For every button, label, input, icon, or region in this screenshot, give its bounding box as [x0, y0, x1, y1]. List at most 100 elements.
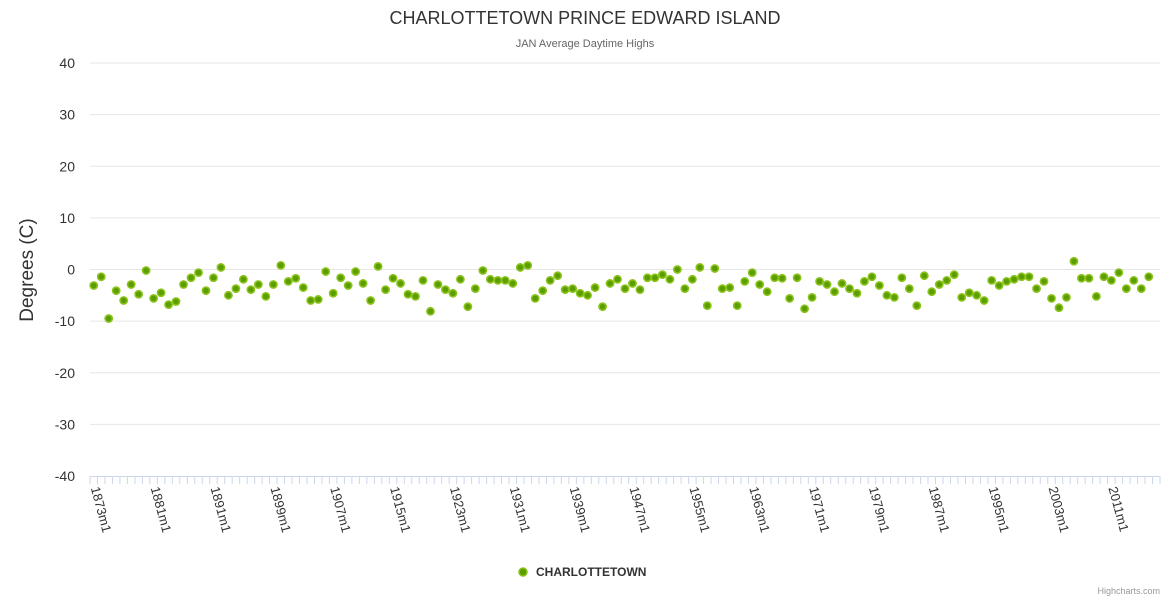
data-point[interactable] [957, 292, 967, 302]
data-point[interactable] [515, 263, 525, 272]
data-point[interactable] [934, 280, 944, 289]
data-point[interactable] [695, 263, 705, 272]
legend-item-charlottetown[interactable]: CHARLOTTETOWN [518, 565, 646, 579]
data-point[interactable] [777, 273, 787, 283]
data-point[interactable] [1136, 284, 1146, 294]
data-point[interactable] [575, 288, 585, 298]
data-point[interactable] [1032, 284, 1041, 294]
data-point[interactable] [1062, 292, 1071, 302]
data-point[interactable] [972, 290, 982, 300]
data-point[interactable] [426, 306, 435, 316]
data-point[interactable] [523, 260, 533, 270]
data-point[interactable] [231, 284, 241, 294]
data-point[interactable] [358, 279, 368, 288]
data-point[interactable] [979, 296, 989, 305]
data-point[interactable] [897, 273, 907, 283]
data-point[interactable] [201, 286, 211, 296]
data-point[interactable] [852, 288, 862, 298]
data-point[interactable] [560, 285, 570, 295]
data-point[interactable] [179, 280, 188, 289]
data-point[interactable] [134, 289, 144, 299]
data-point[interactable] [351, 267, 361, 276]
data-point[interactable] [216, 263, 226, 272]
data-point[interactable] [875, 281, 884, 290]
data-point[interactable] [949, 270, 959, 280]
data-point[interactable] [815, 276, 824, 286]
data-point[interactable] [1054, 303, 1064, 313]
data-point[interactable] [141, 266, 151, 275]
data-point[interactable] [373, 262, 383, 271]
data-point[interactable] [156, 288, 166, 298]
data-point[interactable] [433, 280, 443, 289]
data-point[interactable] [904, 284, 914, 294]
data-point[interactable] [381, 285, 390, 295]
data-point[interactable] [792, 273, 802, 283]
data-point[interactable] [583, 290, 592, 300]
data-point[interactable] [253, 280, 263, 289]
data-point[interactable] [508, 279, 518, 288]
data-point[interactable] [411, 291, 420, 301]
data-point[interactable] [598, 302, 607, 312]
data-point[interactable] [994, 281, 1004, 290]
data-point[interactable] [770, 273, 780, 283]
data-point[interactable] [1017, 272, 1026, 282]
data-point[interactable] [291, 273, 301, 283]
credits-link[interactable]: Highcharts.com [1097, 586, 1160, 596]
data-point[interactable] [298, 283, 308, 292]
data-point[interactable] [276, 260, 286, 270]
data-point[interactable] [590, 283, 600, 292]
data-point[interactable] [493, 275, 503, 285]
data-point[interactable] [1009, 274, 1019, 284]
data-point[interactable] [171, 297, 181, 306]
data-point[interactable] [755, 280, 765, 289]
data-point[interactable] [313, 295, 323, 304]
data-point[interactable] [927, 287, 937, 297]
data-point[interactable] [643, 273, 652, 283]
data-point[interactable] [867, 272, 877, 282]
data-point[interactable] [111, 286, 121, 296]
data-point[interactable] [807, 292, 817, 302]
data-point[interactable] [620, 284, 630, 294]
data-point[interactable] [658, 270, 667, 280]
data-point[interactable] [1129, 275, 1139, 285]
data-point[interactable] [710, 264, 720, 273]
data-point[interactable] [1144, 272, 1154, 282]
data-point[interactable] [605, 279, 615, 288]
data-point[interactable] [545, 275, 555, 285]
data-point[interactable] [845, 284, 854, 294]
data-point[interactable] [96, 272, 106, 282]
data-point[interactable] [785, 294, 795, 303]
data-point[interactable] [238, 274, 248, 284]
data-point[interactable] [889, 292, 899, 302]
data-point[interactable] [613, 274, 622, 284]
data-point[interactable] [553, 271, 563, 281]
data-point[interactable] [1091, 291, 1101, 301]
data-point[interactable] [837, 279, 847, 288]
data-point[interactable] [725, 283, 735, 292]
data-point[interactable] [336, 273, 346, 283]
data-point[interactable] [418, 275, 428, 285]
data-point[interactable] [672, 265, 682, 274]
data-point[interactable] [1121, 284, 1131, 294]
data-point[interactable] [919, 271, 929, 281]
data-point[interactable] [717, 284, 727, 294]
data-point[interactable] [119, 296, 129, 305]
data-point[interactable] [942, 275, 952, 285]
data-point[interactable] [224, 290, 233, 300]
data-point[interactable] [987, 275, 997, 285]
data-point[interactable] [687, 274, 697, 284]
data-point[interactable] [366, 296, 375, 305]
data-point[interactable] [882, 290, 892, 300]
data-point[interactable] [321, 267, 331, 276]
data-point[interactable] [149, 294, 159, 303]
data-point[interactable] [306, 296, 316, 305]
data-point[interactable] [628, 279, 637, 288]
data-point[interactable] [1002, 276, 1012, 286]
data-point[interactable] [328, 288, 338, 298]
data-point[interactable] [441, 285, 450, 295]
data-point[interactable] [1099, 272, 1109, 282]
data-point[interactable] [455, 274, 465, 284]
data-point[interactable] [246, 285, 256, 295]
data-point[interactable] [635, 285, 645, 295]
data-point[interactable] [1077, 273, 1086, 283]
